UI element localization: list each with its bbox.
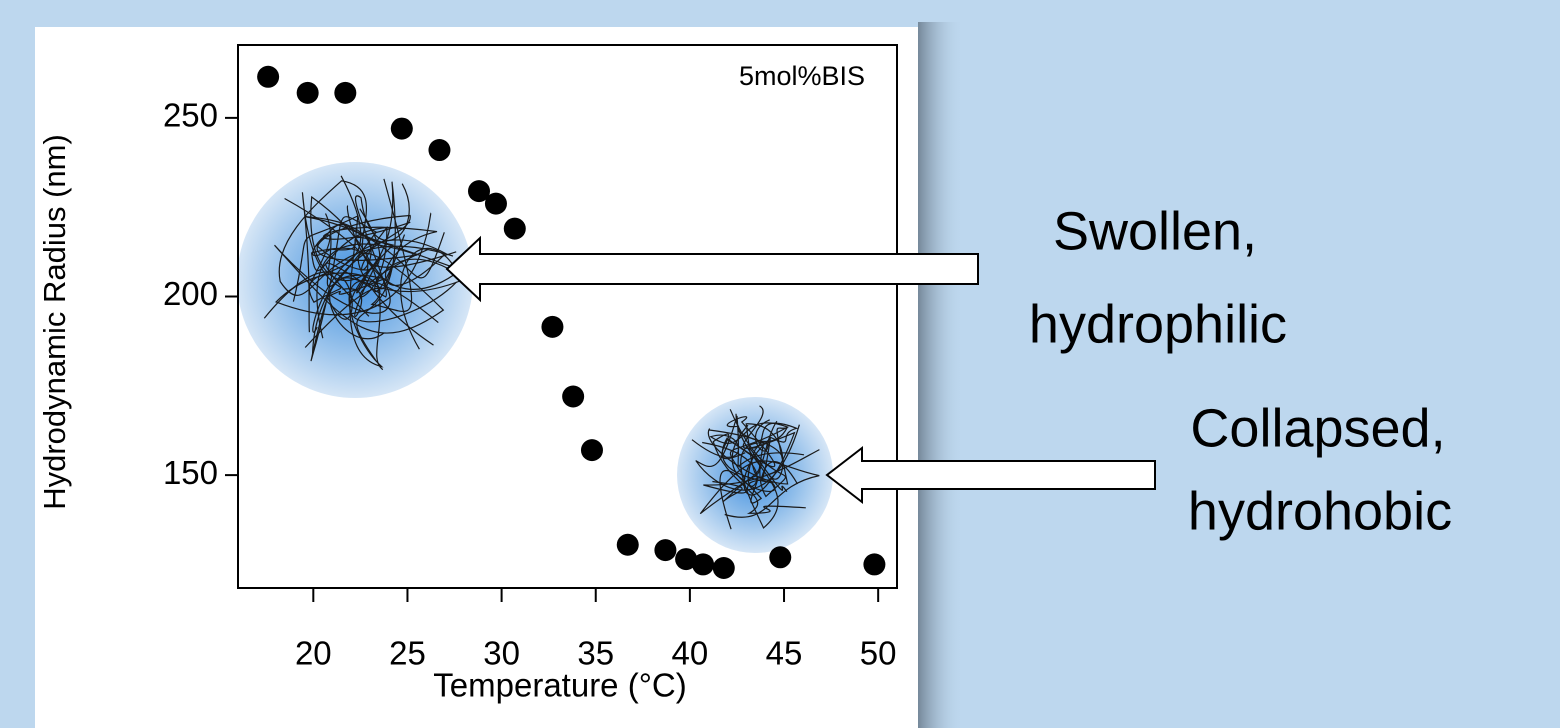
polymer-chain <box>278 180 457 296</box>
data-point <box>257 65 280 88</box>
data-point <box>541 315 564 338</box>
arrow <box>825 445 1156 505</box>
polymer-chain <box>275 178 432 316</box>
data-point <box>712 556 735 579</box>
polymer-chain <box>707 426 789 485</box>
x-tick-label: 40 <box>672 635 709 672</box>
data-point <box>769 546 792 569</box>
data-point <box>675 548 698 571</box>
y-tick-label: 250 <box>163 97 218 134</box>
data-point <box>428 139 451 162</box>
state-label: hydrophilic <box>1029 294 1287 354</box>
polymer-chain <box>699 438 820 518</box>
arrow <box>445 235 979 303</box>
data-point <box>616 533 639 556</box>
data-point <box>334 81 357 104</box>
x-tick-label: 50 <box>860 635 897 672</box>
polymer-chain <box>292 215 439 368</box>
x-axis-label: Temperature (°C) <box>433 667 686 704</box>
y-tick-label: 200 <box>163 275 218 312</box>
x-tick-label: 25 <box>389 635 426 672</box>
chart-panel <box>35 27 918 728</box>
data-point <box>390 117 413 140</box>
data-point <box>654 539 677 562</box>
polymer-chain <box>709 420 784 480</box>
x-tick-label: 20 <box>295 635 332 672</box>
state-label: Swollen, <box>1053 201 1257 261</box>
swollen-particle <box>237 162 473 398</box>
data-point <box>468 180 491 203</box>
polymer-chain <box>274 197 445 346</box>
y-tick-label: 150 <box>163 454 218 491</box>
polymer-chain <box>712 433 806 514</box>
polymer-chain <box>263 271 387 340</box>
state-label: Collapsed, <box>1190 398 1445 458</box>
polymer-chain <box>695 415 805 491</box>
panel-shadow <box>918 22 963 728</box>
x-tick-label: 35 <box>577 635 614 672</box>
data-point <box>863 553 886 576</box>
y-axis-label: Hydrodynamic Radius (nm) <box>37 134 72 510</box>
chart-annotation: 5mol%BIS <box>739 61 865 91</box>
data-point <box>503 217 526 240</box>
data-point <box>692 553 715 576</box>
polymer-chain <box>312 221 447 333</box>
x-tick-label: 30 <box>483 635 520 672</box>
plot-frame <box>237 44 898 589</box>
illustrations <box>237 162 833 553</box>
data-point <box>562 385 585 408</box>
polymer-chain <box>310 181 396 371</box>
data-point <box>484 192 507 215</box>
polymer-chain <box>712 469 763 530</box>
data-point <box>296 81 319 104</box>
polymer-chain <box>301 175 362 333</box>
polymer-chain <box>691 422 790 480</box>
x-tick-label: 45 <box>766 635 803 672</box>
data-point <box>580 439 603 462</box>
state-label: hydrohobic <box>1188 481 1452 541</box>
polymer-chain <box>310 227 405 318</box>
